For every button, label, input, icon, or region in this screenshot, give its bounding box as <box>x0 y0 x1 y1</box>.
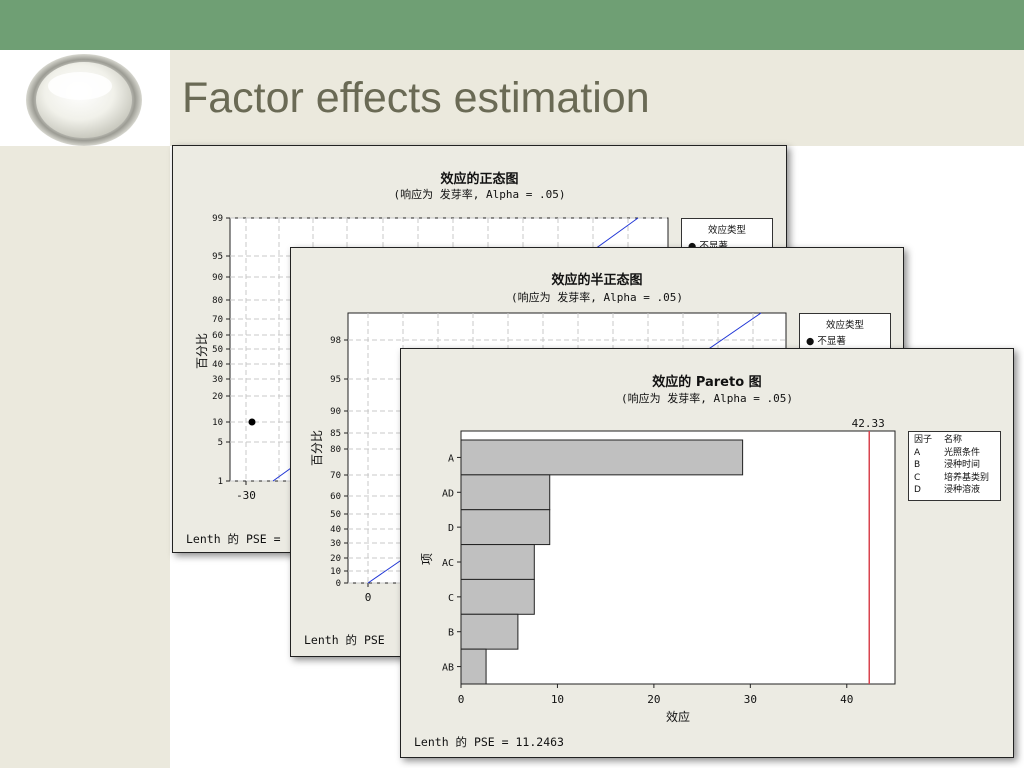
legend-header-name: 名称 <box>944 435 963 445</box>
left-column <box>0 146 170 768</box>
legend-factor: B <box>914 460 921 470</box>
y-tick-label: 70 <box>212 315 223 325</box>
legend-item: ● 不显著 <box>688 238 772 252</box>
y-tick-label: 80 <box>212 296 223 306</box>
pareto-chart-subtitle: (响应为 发芽率, Alpha = .05) <box>621 392 793 405</box>
x-tick-label: 10 <box>551 693 564 706</box>
y-tick-label: 30 <box>330 539 341 549</box>
bar-ac <box>460 544 535 580</box>
legend-item-label: 不显著 <box>817 336 846 347</box>
category-label: C <box>448 593 454 604</box>
top-bar <box>0 0 1024 50</box>
pareto-chart-legend: 因子 名称 A 光照条件 B 浸种时间 C 培养基类别 D 浸种溶液 <box>908 431 1001 501</box>
half-normal-plot-subtitle: (响应为 发芽率, Alpha = .05) <box>511 291 683 304</box>
data-point <box>248 418 256 426</box>
legend-item: ● 不显著 <box>806 336 846 347</box>
x-tick-label: 20 <box>647 693 660 706</box>
normal-plot-title: 效应的正态图 <box>440 172 519 187</box>
legend-factor: D <box>914 485 921 495</box>
y-tick-label: 5 <box>218 438 223 448</box>
x-tick-label: 30 <box>744 693 757 706</box>
x-tick-label: 0 <box>458 693 465 706</box>
y-tick-label: 30 <box>212 375 223 385</box>
slide-title: Factor effects estimation <box>182 74 650 122</box>
reference-line-label: 42.33 <box>852 417 885 430</box>
category-label: AC <box>442 558 454 569</box>
y-tick-label: 1 <box>218 477 223 487</box>
y-tick-label: 80 <box>330 445 341 455</box>
category-label: AD <box>442 488 454 499</box>
y-tick-label: 10 <box>212 418 223 428</box>
legend-row: D 浸种溶液 <box>914 484 1000 497</box>
bar-ad <box>460 474 551 511</box>
half-normal-plot-legend: 效应类型 ● 不显著 <box>799 313 891 353</box>
y-tick-label: 60 <box>212 331 223 341</box>
bar-c <box>460 578 535 615</box>
y-tick-label: 40 <box>212 360 223 370</box>
y-tick-label: 50 <box>212 345 223 355</box>
y-tick-label: 0 <box>336 579 341 589</box>
legend-factor-name: 培养基类别 <box>944 472 990 483</box>
y-tick-label: 70 <box>330 471 341 481</box>
legend-factor-name: 光照条件 <box>944 447 981 458</box>
bar-d <box>460 509 551 546</box>
y-tick-label: 10 <box>330 567 341 577</box>
y-tick-label: 95 <box>330 375 341 385</box>
bar-b <box>460 613 519 650</box>
legend-title: 效应类型 <box>707 225 746 236</box>
bar-ab <box>460 648 487 685</box>
y-tick-label: 60 <box>330 492 341 502</box>
y-axis-label: 项 <box>420 553 434 565</box>
y-tick-label: 40 <box>330 525 341 535</box>
title-band <box>0 50 1024 146</box>
pareto-chart-window[interactable]: 效应的 Pareto 图 (响应为 发芽率, Alpha = .05) A AD D… <box>400 348 1014 758</box>
y-tick-label: 85 <box>330 429 341 439</box>
y-tick-label: 99 <box>212 214 223 224</box>
decorative-circle-icon <box>26 54 142 146</box>
y-tick-label: 95 <box>212 252 223 262</box>
pareto-chart-title: 效应的 Pareto 图 <box>652 375 762 390</box>
bar-a <box>460 439 744 476</box>
legend-row: A 光照条件 <box>914 447 1000 460</box>
x-tick-label: 40 <box>840 693 853 706</box>
pareto-chart-area: A AD D AC C B AB 0 10 20 30 40 42.33 效应 项 <box>420 417 896 724</box>
y-tick-label: 50 <box>330 510 341 520</box>
legend-factor-name: 浸种时间 <box>944 460 981 470</box>
half-normal-plot-footer: Lenth 的 PSE <box>304 633 385 647</box>
category-label: A <box>448 453 454 464</box>
y-tick-label: 20 <box>212 392 223 402</box>
legend-row: C 培养基类别 <box>914 472 1000 485</box>
category-label: D <box>448 523 454 534</box>
y-tick-label: 90 <box>330 407 341 417</box>
y-axis-label: 百分比 <box>310 430 324 466</box>
legend-title: 效应类型 <box>825 320 864 331</box>
half-normal-plot-title: 效应的半正态图 <box>551 273 643 288</box>
category-label: AB <box>442 663 454 674</box>
normal-plot-footer: Lenth 的 PSE = <box>186 532 281 546</box>
legend-factor: A <box>914 447 921 458</box>
category-label: B <box>448 628 454 639</box>
legend-factor-name: 浸种溶液 <box>944 485 981 495</box>
normal-plot-subtitle: (响应为 发芽率, Alpha = .05) <box>393 188 566 201</box>
y-axis-label: 百分比 <box>195 333 209 369</box>
pareto-chart-footer: Lenth 的 PSE = 11.2463 <box>414 735 564 749</box>
legend-item-label: 不显著 <box>699 241 728 252</box>
x-tick-label: 0 <box>365 591 372 604</box>
legend-header: 因子 名称 <box>914 434 1000 447</box>
y-tick-label: 98 <box>330 336 341 346</box>
x-axis-label: 效应 <box>666 709 690 724</box>
legend-factor: C <box>914 472 921 483</box>
y-tick-label: 20 <box>330 554 341 564</box>
legend-row: B 浸种时间 <box>914 459 1000 472</box>
legend-header-factor: 因子 <box>914 435 933 445</box>
y-tick-label: 90 <box>212 273 223 283</box>
x-tick-label: -30 <box>236 489 256 502</box>
